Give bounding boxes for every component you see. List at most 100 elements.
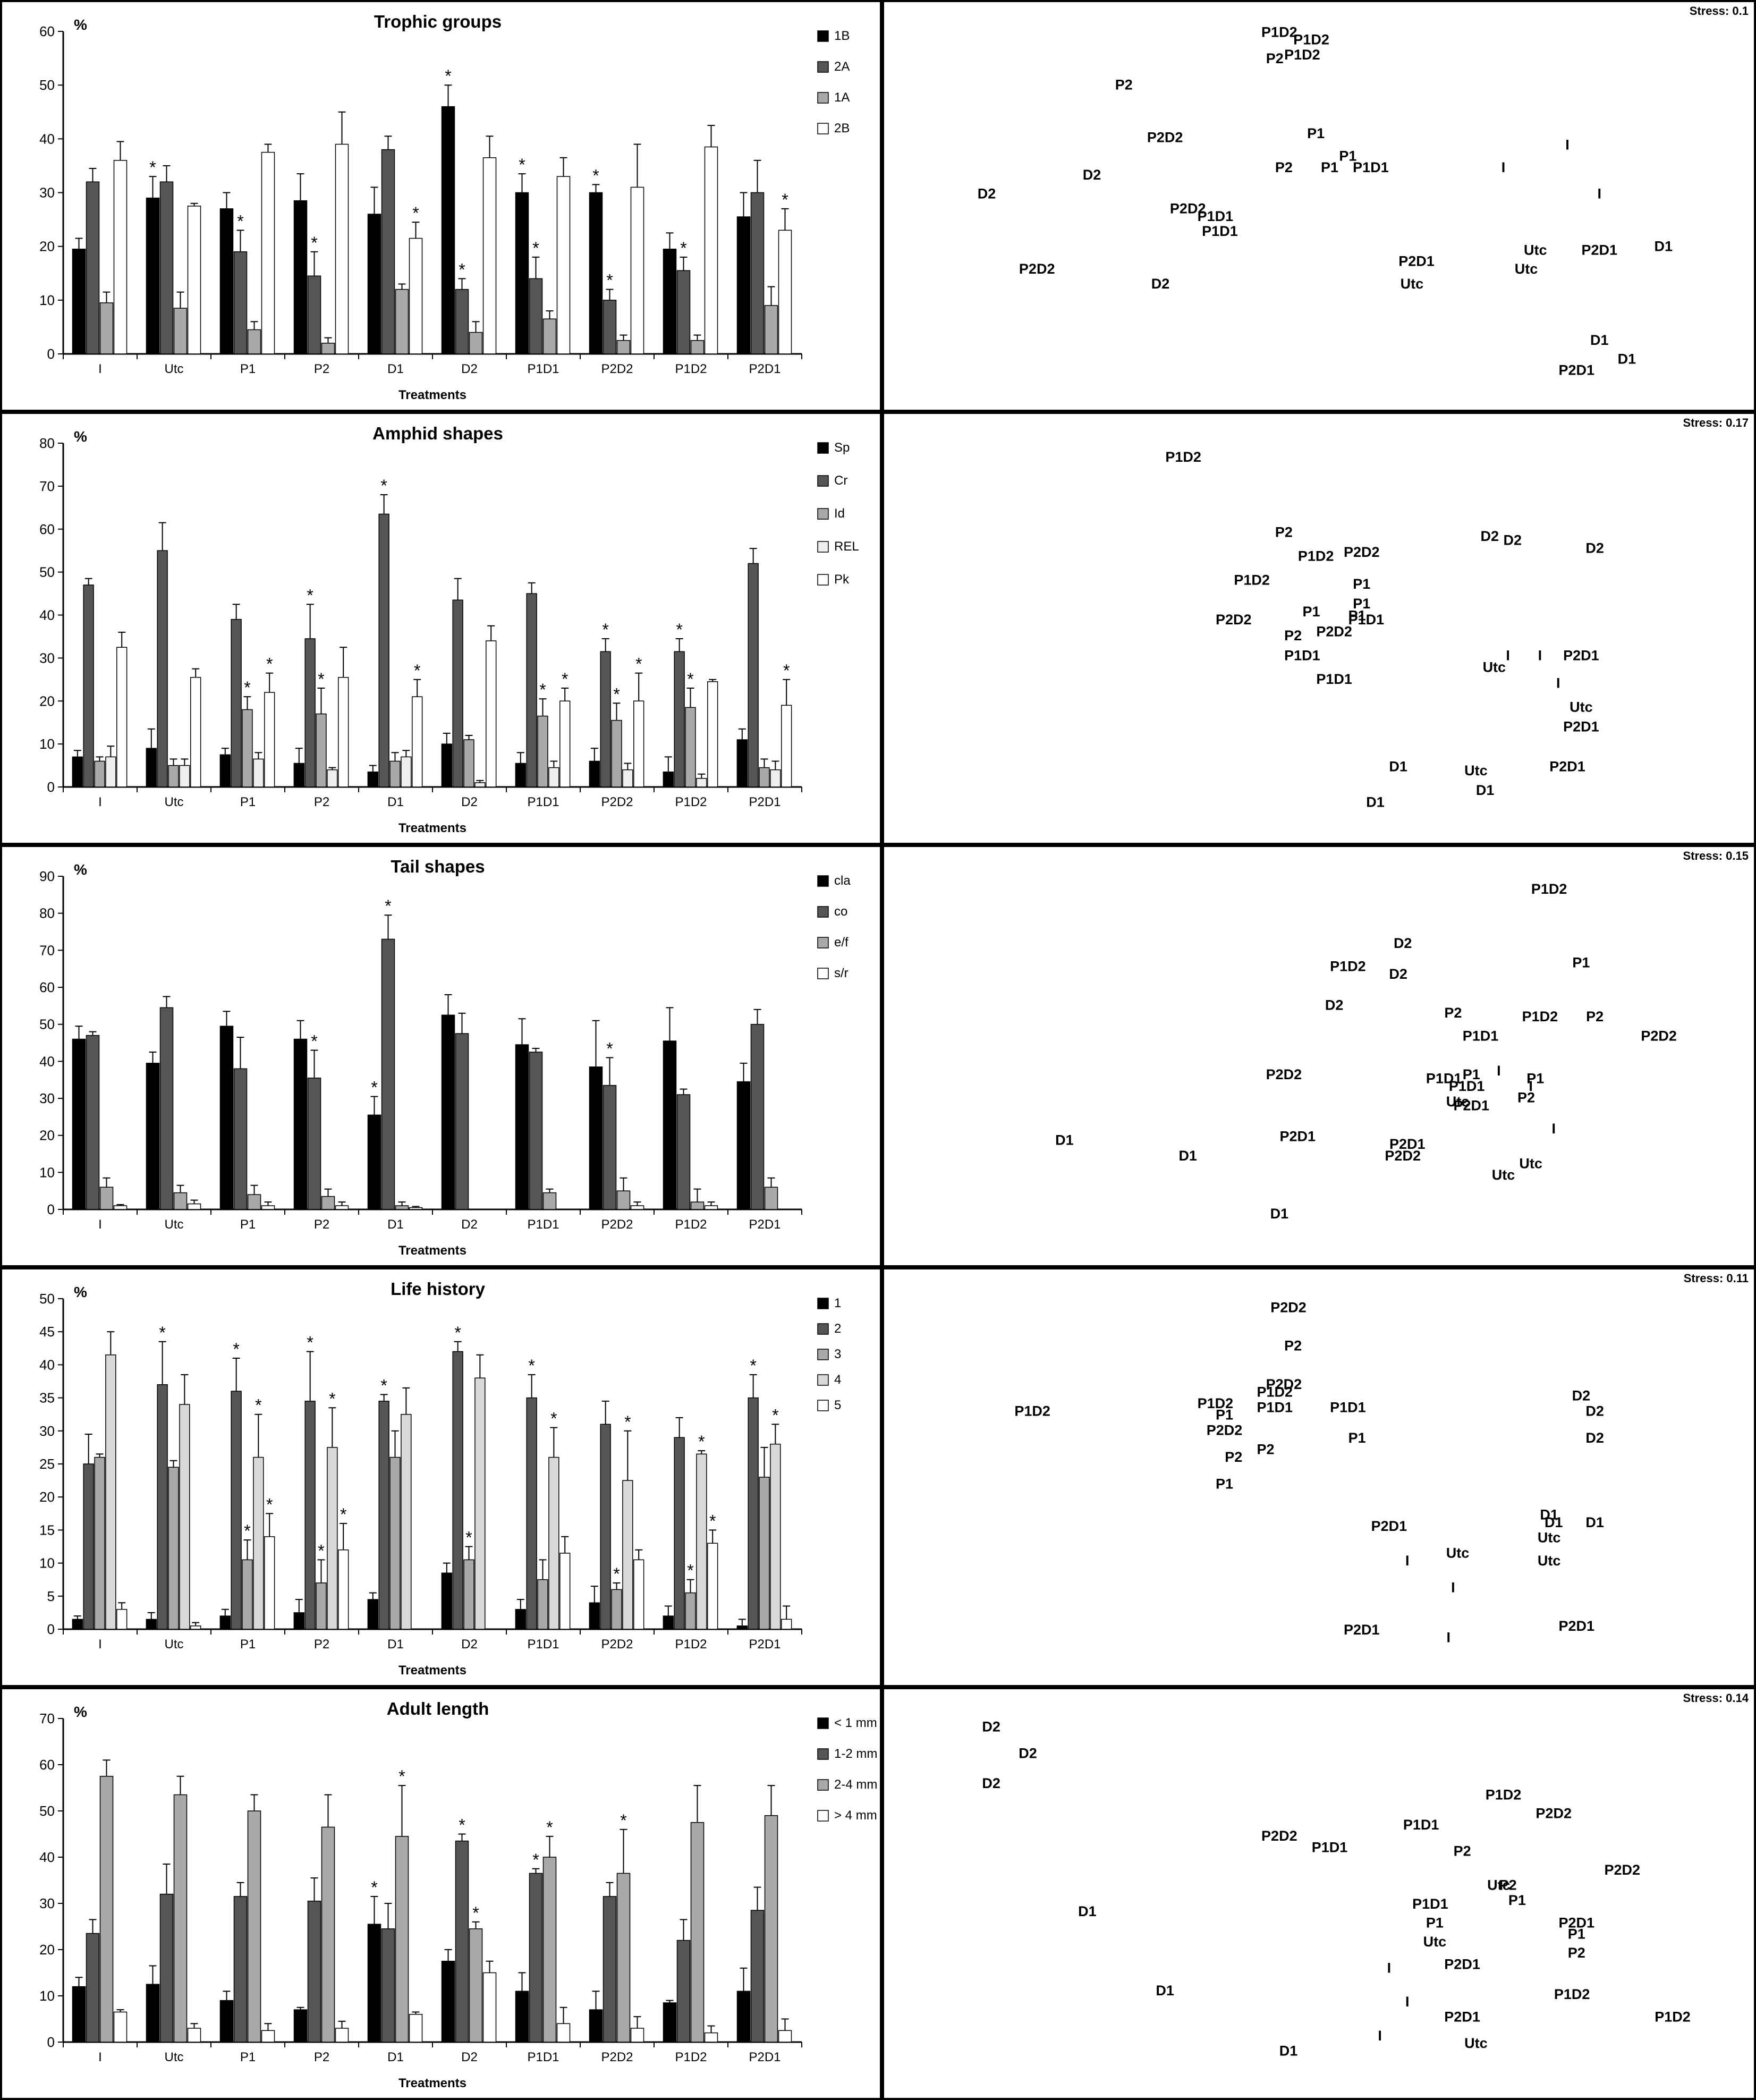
significance-marker: * [445, 66, 451, 86]
significance-marker: * [613, 684, 620, 704]
legend-swatch [817, 875, 829, 887]
nmds-point-label: P1 [1348, 1430, 1366, 1446]
nmds-point-label: P1D1 [1316, 671, 1352, 687]
legend-label: > 4 mm [834, 1808, 877, 1823]
significance-marker: * [472, 1903, 479, 1923]
bar [367, 214, 381, 354]
legend-label: 1 [834, 1296, 841, 1310]
significance-marker: * [624, 1412, 631, 1432]
bar-chart-amphid-shapes: Amphid shapes% Treatments 0 10 20 30 40 50 60 70 8… [39, 424, 859, 835]
nmds-point-label: D1 [1389, 758, 1407, 774]
bar [674, 651, 685, 788]
nmds-point-label: D2 [1083, 167, 1101, 183]
bar [589, 1602, 600, 1630]
stress-value: Stress: 0.14 [1683, 1691, 1749, 1705]
bar [548, 767, 559, 788]
significance-marker: * [606, 271, 613, 290]
bar [72, 1619, 83, 1630]
significance-marker: * [398, 1767, 405, 1786]
bar [663, 2002, 677, 2043]
x-tick-label: P1 [240, 362, 256, 376]
bar [146, 1063, 160, 1210]
x-tick-label: Utc [165, 362, 184, 376]
y-tick-label: 0 [47, 1201, 55, 1217]
y-tick-label: 30 [39, 650, 55, 666]
bar [219, 1615, 231, 1630]
legend-swatch [817, 442, 829, 454]
y-tick-label: 50 [39, 564, 55, 580]
x-tick-label: I [98, 1637, 102, 1652]
bar [335, 1205, 349, 1210]
y-tick-label: 30 [39, 1423, 55, 1439]
bar [338, 1549, 349, 1630]
nmds-point-label: D1 [1590, 332, 1609, 348]
bar [455, 1033, 469, 1210]
significance-marker: * [519, 155, 525, 174]
x-tick-label: D1 [387, 1637, 404, 1652]
nmds-point-label: I [1598, 185, 1602, 201]
nmds-point-label: P1D2 [1554, 1986, 1590, 2002]
bar [556, 176, 571, 354]
nmds-point-label: P1D2 [1257, 1384, 1293, 1400]
bar [674, 1437, 685, 1630]
x-tick-label: P1D2 [675, 2050, 707, 2064]
nmds-point-label: P1D2 [1522, 1009, 1558, 1024]
x-tick-label: D1 [387, 2050, 404, 2064]
nmds-point-label: D2 [982, 1775, 1000, 1791]
bar [704, 146, 718, 354]
nmds-point-label: P2D1 [1371, 1518, 1407, 1534]
y-tick-label: 15 [39, 1522, 55, 1538]
nmds-point-label: P2 [1275, 159, 1293, 175]
nmds-point-label: P2D2 [1605, 1862, 1641, 1878]
significance-marker: * [709, 1511, 716, 1530]
legend-label: 2 [834, 1322, 841, 1336]
bar [463, 739, 474, 788]
nmds-point-label: P2 [1266, 50, 1284, 66]
bar [474, 1377, 486, 1630]
chart-title: Trophic groups [374, 12, 502, 31]
y-tick-label: 10 [39, 736, 55, 752]
nmds-point-label: P1D2 [1531, 881, 1567, 897]
significance-marker: * [613, 1564, 620, 1584]
legend-swatch [817, 1349, 829, 1360]
x-tick-label: I [98, 1217, 102, 1232]
bar [72, 1986, 86, 2043]
x-tick-label: P2D1 [749, 362, 781, 376]
bar [157, 1384, 168, 1630]
significance-marker: * [266, 655, 273, 674]
bar [781, 1619, 792, 1630]
y-tick-label: 40 [39, 1357, 55, 1373]
nmds-point-label: P2 [1586, 1009, 1604, 1024]
bar [736, 1081, 751, 1210]
x-axis-label: Treatments [398, 2076, 466, 2090]
bar [515, 763, 526, 788]
legend-swatch [817, 123, 829, 134]
nmds-point-label: P2D2 [1266, 1376, 1302, 1392]
bar [378, 513, 389, 788]
significance-marker: * [602, 620, 608, 639]
bar [159, 1007, 174, 1210]
bar [168, 765, 179, 788]
y-tick-label: 10 [39, 292, 55, 308]
bar [293, 1612, 304, 1630]
legend-label: 5 [834, 1398, 841, 1412]
bar [409, 2014, 423, 2043]
legend-swatch [817, 1748, 829, 1760]
bar [307, 275, 321, 354]
y-tick-label: 70 [39, 942, 55, 958]
nmds-point-label: D2 [1480, 528, 1499, 544]
bar [381, 149, 395, 354]
y-axis-label: % [74, 16, 87, 33]
bar [159, 1893, 174, 2043]
nmds-point-label: P1 [1508, 1892, 1526, 1908]
legend-label: 4 [834, 1373, 841, 1387]
nmds-point-label: P1D2 [1486, 1786, 1522, 1802]
bar [537, 715, 548, 788]
bar [316, 713, 327, 788]
bar-panel-tail-shapes: Tail shapes% Treatments 0 10 20 30 40 50 60 70 80 9… [0, 845, 882, 1267]
nmds-point-label: P1D2 [1298, 548, 1334, 564]
bar [316, 1582, 327, 1630]
x-tick-label: D1 [387, 1217, 404, 1232]
bar [367, 1599, 378, 1630]
